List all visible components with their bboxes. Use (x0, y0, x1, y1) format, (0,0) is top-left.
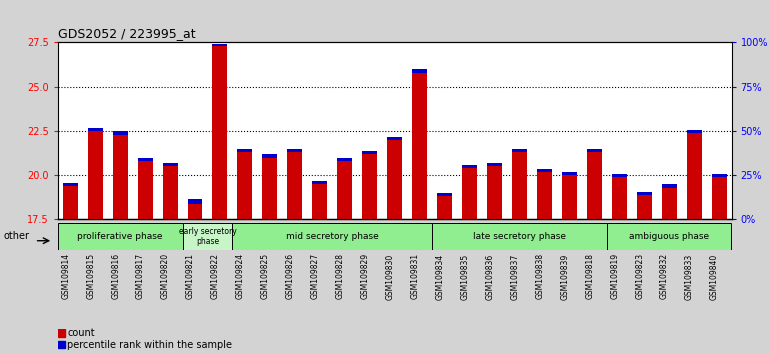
Text: GSM109829: GSM109829 (360, 253, 370, 299)
Bar (313, 181, 327, 184)
Text: GSM109838: GSM109838 (535, 253, 544, 299)
Text: GSM109822: GSM109822 (211, 253, 220, 299)
Bar (213, 44, 227, 46)
Bar (313, 184, 327, 219)
Text: GSM109840: GSM109840 (710, 253, 719, 299)
Text: GSM109820: GSM109820 (161, 253, 170, 299)
Text: count: count (68, 328, 95, 338)
Text: mid secretory phase: mid secretory phase (286, 232, 379, 241)
Bar (162, 163, 178, 166)
Bar (162, 166, 178, 219)
Bar (512, 149, 527, 152)
Text: GDS2052 / 223995_at: GDS2052 / 223995_at (58, 27, 196, 40)
Bar (387, 140, 402, 219)
Bar (537, 169, 552, 172)
Bar (62, 183, 78, 186)
Text: proliferative phase: proliferative phase (77, 232, 163, 241)
Bar (412, 73, 427, 219)
Text: GSM109816: GSM109816 (111, 253, 120, 299)
Bar (263, 158, 277, 219)
Bar (88, 131, 102, 219)
Bar (437, 193, 452, 196)
Bar (58, 223, 182, 250)
Bar (237, 152, 253, 219)
Bar (237, 149, 253, 152)
Text: GSM109821: GSM109821 (186, 253, 195, 299)
Bar (287, 152, 303, 219)
Text: GSM109828: GSM109828 (336, 253, 345, 299)
Bar (462, 168, 477, 219)
Bar (112, 131, 128, 135)
Bar (432, 223, 607, 250)
Text: GSM109824: GSM109824 (236, 253, 245, 299)
Text: other: other (4, 231, 30, 241)
Text: GSM109827: GSM109827 (311, 253, 320, 299)
Bar (337, 158, 352, 161)
Bar (611, 177, 627, 219)
Bar (487, 166, 502, 219)
Text: GSM109817: GSM109817 (136, 253, 145, 299)
Bar (188, 199, 203, 204)
Bar (213, 46, 227, 219)
Text: ambiguous phase: ambiguous phase (629, 232, 709, 241)
Text: GSM109825: GSM109825 (261, 253, 270, 299)
Bar (287, 149, 303, 152)
Text: GSM109839: GSM109839 (561, 253, 569, 299)
Bar (587, 152, 601, 219)
Text: early secretory
phase: early secretory phase (179, 227, 236, 246)
Bar (711, 177, 727, 219)
Bar (537, 172, 552, 219)
Bar (62, 186, 78, 219)
Text: percentile rank within the sample: percentile rank within the sample (68, 340, 233, 350)
Bar (233, 223, 432, 250)
Text: GSM109833: GSM109833 (685, 253, 694, 299)
Bar (661, 188, 677, 219)
Bar (188, 204, 203, 219)
Bar (512, 152, 527, 219)
Bar (462, 165, 477, 168)
Text: GSM109830: GSM109830 (386, 253, 394, 299)
Bar (263, 154, 277, 158)
Text: GSM109815: GSM109815 (86, 253, 95, 299)
Bar (362, 151, 377, 154)
Bar (661, 184, 677, 188)
Bar (437, 196, 452, 219)
Bar (112, 135, 128, 219)
Bar (138, 161, 152, 219)
Bar (412, 69, 427, 73)
Bar (587, 149, 601, 152)
Bar (88, 128, 102, 131)
Text: late secretory phase: late secretory phase (473, 232, 566, 241)
Text: GSM109826: GSM109826 (286, 253, 295, 299)
Bar (687, 133, 701, 219)
Bar (362, 154, 377, 219)
Bar (58, 329, 65, 337)
Text: GSM109823: GSM109823 (635, 253, 644, 299)
Text: GSM109836: GSM109836 (485, 253, 494, 299)
Bar (337, 161, 352, 219)
Bar (562, 175, 577, 219)
Bar (637, 195, 651, 219)
Text: GSM109818: GSM109818 (585, 253, 594, 299)
Bar (611, 174, 627, 177)
Bar (487, 163, 502, 166)
Text: GSM109837: GSM109837 (511, 253, 520, 299)
Bar (138, 158, 152, 161)
Bar (711, 174, 727, 177)
Bar (607, 223, 731, 250)
Text: GSM109832: GSM109832 (660, 253, 669, 299)
Text: GSM109835: GSM109835 (460, 253, 470, 299)
Bar (637, 192, 651, 195)
Bar (58, 341, 65, 348)
Bar (182, 223, 233, 250)
Bar (687, 130, 701, 133)
Bar (387, 137, 402, 140)
Text: GSM109819: GSM109819 (610, 253, 619, 299)
Bar (562, 172, 577, 175)
Text: GSM109831: GSM109831 (410, 253, 420, 299)
Text: GSM109834: GSM109834 (436, 253, 444, 299)
Text: GSM109814: GSM109814 (62, 253, 70, 299)
